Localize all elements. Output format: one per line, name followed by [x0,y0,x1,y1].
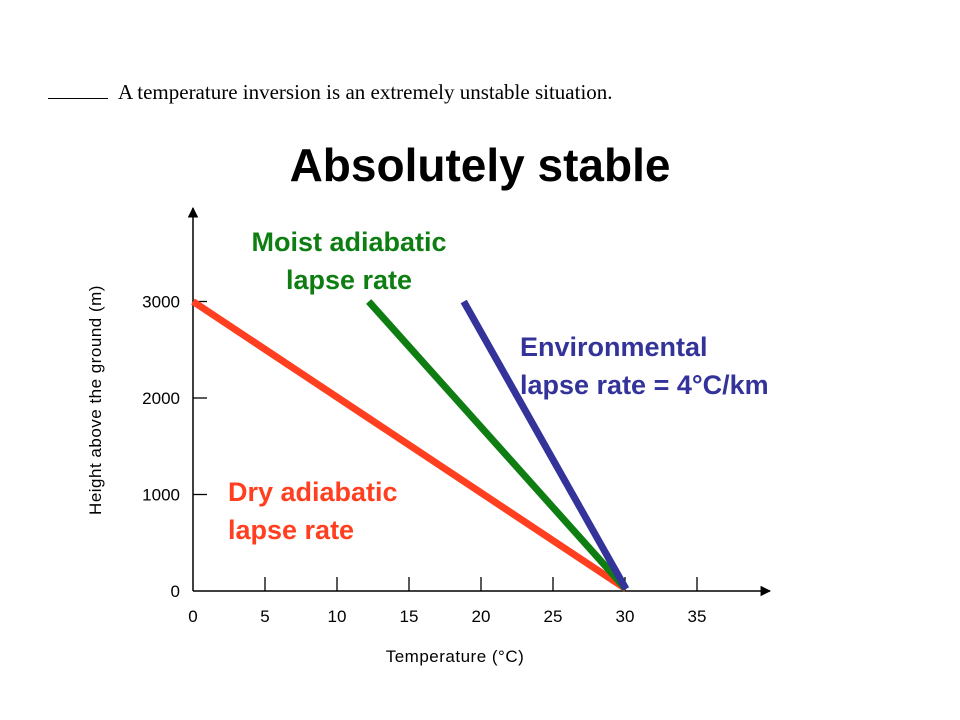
series-line-moist [366,299,629,592]
series-label-moist: lapse rate [286,265,412,295]
y-tick-label: 2000 [142,389,180,408]
x-tick-label: 10 [328,607,347,626]
series-label-dry: Dry adiabatic [228,477,398,507]
y-axis-title: Height above the ground (m) [86,285,105,515]
x-tick-label: 15 [400,607,419,626]
x-tick-label: 0 [188,607,197,626]
answer-blank[interactable] [48,78,108,99]
question-text: A temperature inversion is an extremely … [118,80,613,104]
x-tick-label: 25 [544,607,563,626]
x-tick-label: 20 [472,607,491,626]
series-label-dry: lapse rate [228,515,354,545]
series-line-dry [191,298,628,592]
x-tick-label: 30 [616,607,635,626]
y-tick-label: 3000 [142,293,180,312]
quiz-question: A temperature inversion is an extremely … [48,78,613,105]
series-label-env: lapse rate = 4°C/km [520,370,769,400]
series-label-moist: Moist adiabatic [251,227,446,257]
x-axis-title: Temperature (°C) [386,647,525,666]
chart-title: Absolutely stable [289,139,671,191]
y-tick-label: 0 [171,582,180,601]
series-label-env: Environmental [520,332,708,362]
x-tick-label: 35 [688,607,707,626]
series-line-env [460,299,630,591]
x-tick-label: 5 [260,607,269,626]
y-tick-label: 1000 [142,486,180,505]
